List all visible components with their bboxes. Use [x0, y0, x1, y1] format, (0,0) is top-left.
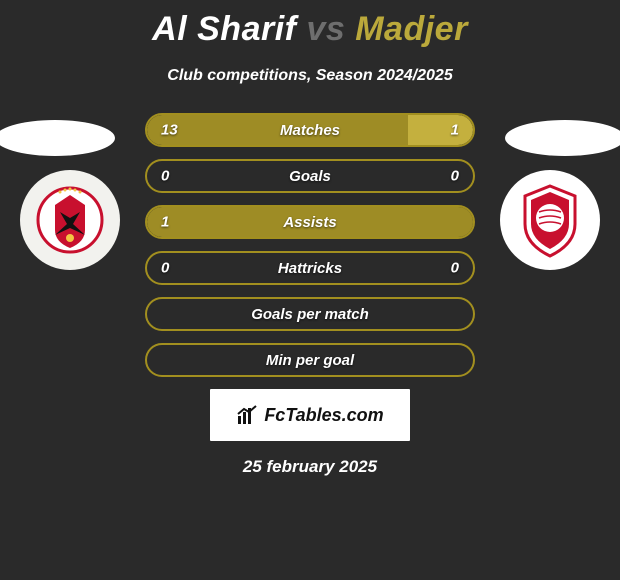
club-badge-left — [20, 170, 120, 270]
comparison-title: Al Sharif vs Madjer — [0, 0, 620, 49]
stat-label: Goals — [147, 168, 473, 185]
stat-label: Goals per match — [147, 306, 473, 323]
club-left-crest-icon — [35, 180, 105, 260]
stat-label: Matches — [147, 122, 473, 139]
club-right-crest-icon — [515, 180, 585, 260]
stat-row: 1Assists — [145, 205, 475, 239]
date-text: 25 february 2025 — [0, 457, 620, 477]
brand-text: FcTables.com — [264, 405, 383, 426]
vs-text: vs — [306, 10, 345, 48]
stat-label: Min per goal — [147, 352, 473, 369]
stats-container: 131Matches 00Goals 1Assists 00Hattricks Goal… — [145, 113, 475, 377]
chart-icon — [236, 404, 258, 426]
club-badge-right — [500, 170, 600, 270]
stat-label: Assists — [147, 214, 473, 231]
subtitle: Club competitions, Season 2024/2025 — [0, 67, 620, 85]
player2-ellipse — [505, 120, 620, 156]
stat-row: Goals per match — [145, 297, 475, 331]
player2-name: Madjer — [355, 10, 468, 48]
stat-label: Hattricks — [147, 260, 473, 277]
fctables-badge[interactable]: FcTables.com — [210, 389, 410, 441]
stat-row: 131Matches — [145, 113, 475, 147]
stat-row: 00Goals — [145, 159, 475, 193]
stat-row: Min per goal — [145, 343, 475, 377]
stat-row: 00Hattricks — [145, 251, 475, 285]
player1-ellipse — [0, 120, 115, 156]
player1-name: Al Sharif — [152, 10, 296, 48]
